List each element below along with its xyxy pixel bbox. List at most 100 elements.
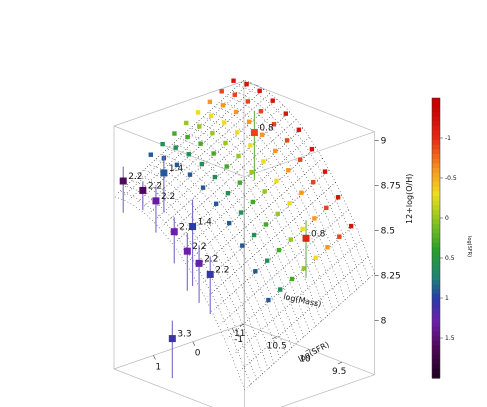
colorbar-segment xyxy=(432,135,440,141)
bin-point xyxy=(337,234,342,239)
x-tick-mark xyxy=(239,323,245,327)
x-tick-label: 10 xyxy=(299,354,311,364)
box-edge xyxy=(113,80,245,127)
surface-line-sfr xyxy=(214,106,346,301)
colorbar-segment xyxy=(432,126,440,132)
data-point xyxy=(139,186,147,194)
colorbar-segment xyxy=(432,350,440,356)
colorbar-segment xyxy=(432,247,440,253)
point-label: 2.2 xyxy=(128,172,142,182)
x-tick-mark xyxy=(272,336,277,339)
colorbar-segment xyxy=(432,98,440,104)
data-point xyxy=(160,169,168,177)
colorbar-segment xyxy=(432,336,440,342)
colorbar-segment xyxy=(432,270,440,276)
colorbar-segment xyxy=(432,219,440,225)
box-edge xyxy=(280,374,375,407)
surface-line-sfr xyxy=(208,111,340,306)
y-tick-label: 0 xyxy=(195,349,201,359)
bin-point xyxy=(250,199,256,205)
bin-point xyxy=(227,220,232,226)
colorbar-tick-label: 1.5 xyxy=(445,335,455,342)
colorbar-segment xyxy=(432,312,440,318)
bin-point xyxy=(232,92,237,97)
surface-line-sfr xyxy=(190,127,322,322)
colorbar-segment xyxy=(432,238,440,244)
surface-line-sfr xyxy=(149,164,281,359)
data-point xyxy=(195,259,203,267)
surface-line-sfr xyxy=(155,159,287,353)
surface-line-sfr xyxy=(243,80,375,274)
colorbar-segment xyxy=(432,210,440,216)
bin-point xyxy=(335,195,341,200)
colorbar-segment xyxy=(432,158,440,164)
bin-point xyxy=(220,103,226,108)
bin-point xyxy=(238,210,244,215)
bin-point xyxy=(325,245,330,250)
binned-points xyxy=(148,78,354,303)
surface-line-sfr xyxy=(131,180,263,375)
colorbar-segment xyxy=(432,331,440,337)
colorbar-segment xyxy=(432,298,440,304)
colorbar-segment xyxy=(432,233,440,239)
z-tick-label: 8.75 xyxy=(381,182,401,192)
bin-point xyxy=(276,247,282,253)
point-label: 2.2 xyxy=(161,192,175,202)
bin-point xyxy=(219,89,224,94)
colorbar-segment xyxy=(432,168,440,174)
surface-line-mass xyxy=(246,273,375,388)
colorbar-segment xyxy=(432,368,440,374)
bin-point xyxy=(264,258,270,263)
bin-point xyxy=(240,243,245,248)
bin-point xyxy=(289,276,295,282)
point-label: 3.3 xyxy=(177,330,191,340)
colorbar-segment xyxy=(432,205,440,211)
bin-point xyxy=(186,152,191,157)
surface-line-sfr xyxy=(202,117,334,311)
surface-line-sfr xyxy=(220,101,352,295)
x-tick-mark xyxy=(305,349,310,352)
bin-point xyxy=(212,174,218,180)
z-axis-label: 12+log(O/H) xyxy=(405,174,414,224)
colorbar-segment xyxy=(432,200,440,206)
bin-point xyxy=(324,205,329,211)
bin-point xyxy=(172,131,177,136)
y-tick-label: 1 xyxy=(155,362,161,372)
bin-point xyxy=(284,138,290,143)
x-tick-label: 9.5 xyxy=(332,367,346,377)
bin-point xyxy=(187,172,193,177)
surface-line-mass xyxy=(187,147,317,262)
colorbar-tick-label: -0.5 xyxy=(445,175,457,182)
point-label: 1.4 xyxy=(169,164,184,174)
colorbar-segment xyxy=(432,275,440,281)
colorbar-segment xyxy=(432,364,440,370)
bin-point xyxy=(246,119,252,124)
colorbar-segment xyxy=(432,140,440,146)
bin-point xyxy=(310,179,316,185)
surface-line-mass xyxy=(207,182,336,297)
colorbar-segment xyxy=(432,284,440,290)
colorbar-segment xyxy=(432,107,440,113)
colorbar: log(SFR) -1 -0.5 0 0.5 1 1.5 xyxy=(431,97,472,379)
bin-point xyxy=(322,169,328,174)
box-edge xyxy=(113,323,245,370)
data-point xyxy=(302,234,310,242)
surface-line-sfr xyxy=(113,196,245,390)
bin-point xyxy=(271,122,277,127)
y-tick-mark xyxy=(231,327,235,333)
colorbar-segment xyxy=(432,256,440,262)
bin-point xyxy=(278,287,283,292)
colorbar-segment xyxy=(432,144,440,150)
bin-point xyxy=(286,168,291,173)
data-point xyxy=(189,223,197,231)
bin-point xyxy=(312,216,317,221)
surface-line-sfr xyxy=(167,148,299,343)
bin-point xyxy=(299,190,304,195)
colorbar-segment xyxy=(432,322,440,328)
colorbar-segment xyxy=(432,317,440,323)
bin-point xyxy=(211,151,216,156)
bin-point xyxy=(287,201,292,206)
bin-point xyxy=(300,226,305,232)
colorbar-segment xyxy=(432,214,440,220)
